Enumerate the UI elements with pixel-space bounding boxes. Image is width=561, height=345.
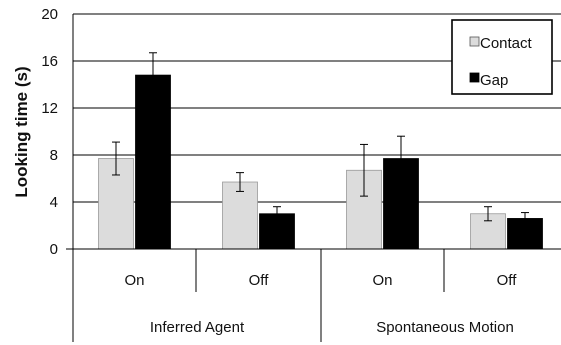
errorbar-contact-0 <box>112 141 120 176</box>
errorbar-gap-1 <box>273 206 281 222</box>
axes <box>66 14 561 342</box>
legend: Contact Gap <box>451 19 553 95</box>
x-category-label-2: On <box>372 272 392 289</box>
errorbar-contact-1 <box>236 172 244 192</box>
x-category-label-0: On <box>124 272 144 289</box>
errorbar-gap-2 <box>397 135 405 182</box>
legend-label-contact: Contact <box>480 35 533 52</box>
legend-swatch-gap <box>469 72 480 83</box>
bar-contact-1 <box>222 181 258 250</box>
legend-swatch-contact <box>469 36 480 47</box>
bars <box>98 52 543 250</box>
errorbar-gap-0 <box>149 52 157 98</box>
errorbar-gap-3 <box>521 212 529 225</box>
errorbar-contact-2 <box>360 143 368 197</box>
bar-gap-0 <box>135 74 171 250</box>
x-category-label-3: Off <box>497 272 518 289</box>
legend-box <box>451 19 553 95</box>
y-tick-label-12: 12 <box>41 100 58 117</box>
y-tick-label-16: 16 <box>41 53 58 70</box>
legend-label-gap: Gap <box>480 72 508 89</box>
x-axis-categories: On Off Inferred Agent On Off Spontaneous Moti… <box>124 272 517 336</box>
y-tick-label-4: 4 <box>50 194 58 211</box>
errorbar-contact-3 <box>484 206 492 222</box>
y-tick-label-0: 0 <box>50 241 58 258</box>
x-group-label-0: Inferred Agent <box>150 319 245 336</box>
y-axis-ticks: 0 4 8 12 16 20 <box>41 6 58 258</box>
x-category-label-1: Off <box>249 272 270 289</box>
y-tick-label-20: 20 <box>41 6 58 23</box>
y-axis-label: Looking time (s) <box>12 66 31 197</box>
y-tick-label-8: 8 <box>50 147 58 164</box>
x-group-label-1: Spontaneous Motion <box>376 319 514 336</box>
